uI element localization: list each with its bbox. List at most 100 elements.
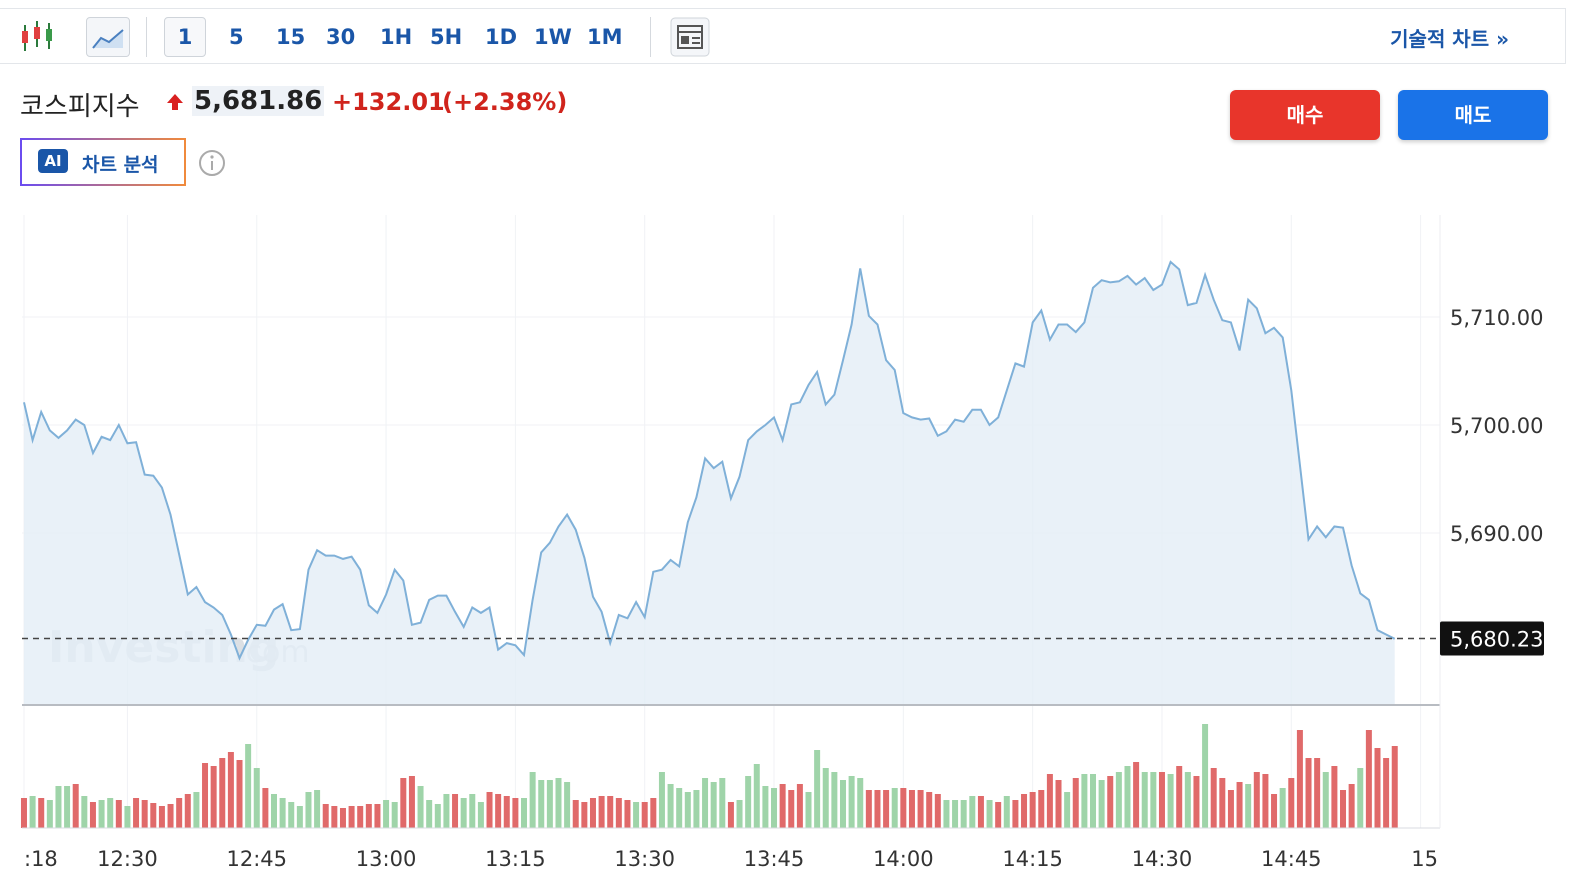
volume-bar (38, 798, 45, 828)
last-price-box (1440, 621, 1544, 656)
toolbar: 1 5 15 30 1H 5H 1D 1W 1M 기술적 차트 » (0, 8, 1566, 64)
volume-bar (417, 786, 424, 828)
volume-bar (253, 768, 260, 828)
x-tick-label: 13:00 (356, 847, 417, 871)
y-tick-label: 5,690.00 (1450, 522, 1544, 546)
volume-bar (1202, 724, 1209, 828)
interval-button[interactable]: 5H (430, 25, 463, 49)
volume-bar (1279, 788, 1286, 828)
volume-bar (1357, 768, 1364, 828)
volume-bar (288, 802, 295, 828)
volume-bar (900, 788, 907, 828)
volume-bar (874, 790, 881, 828)
volume-bar (572, 800, 579, 828)
volume-bar (1124, 766, 1131, 828)
volume-bar (1141, 772, 1148, 828)
volume-bar (1365, 730, 1372, 828)
volume-bar (1072, 778, 1079, 828)
volume-bar (1331, 766, 1338, 828)
volume-bar (322, 804, 329, 828)
volume-bar (529, 772, 536, 828)
volume-bar (150, 803, 157, 828)
volume-bar (710, 782, 717, 828)
volume-bar (1115, 772, 1122, 828)
volume-bar (20, 798, 27, 828)
price-line (23, 260, 1396, 661)
volume-bar (1081, 774, 1088, 828)
volume-bar (762, 786, 769, 828)
interval-button[interactable]: 5 (229, 25, 244, 49)
buy-button[interactable]: 매수 (1230, 90, 1380, 140)
volume-bar (960, 800, 967, 828)
volume-bar (443, 794, 450, 828)
volume-bar (1029, 792, 1036, 828)
volume-bar (503, 796, 510, 828)
volume-bar (1322, 772, 1329, 828)
volume-bar (1158, 772, 1165, 828)
volume-bar (538, 780, 545, 828)
volume-bar (270, 794, 277, 828)
ai-chart-button[interactable]: AI 차트 분석 (20, 138, 186, 186)
interval-button[interactable]: 1 (164, 17, 206, 57)
volume-bar (598, 796, 605, 828)
volume-bar (1383, 758, 1390, 828)
info-icon[interactable] (198, 149, 226, 177)
volume-bar (408, 776, 415, 828)
volume-bar (1253, 772, 1260, 828)
volume-bar (581, 802, 588, 828)
volume-bar (1193, 776, 1200, 828)
up-arrow (167, 94, 183, 110)
volume-bar (883, 790, 890, 828)
interval-button[interactable]: 1H (380, 25, 413, 49)
volume-bar (1064, 792, 1071, 828)
volume-bar (624, 800, 631, 828)
volume-bar (227, 752, 234, 828)
volume-bar (546, 780, 553, 828)
x-tick-label: 15 (1411, 847, 1438, 871)
volume-bar (943, 800, 950, 828)
candle-icon[interactable] (20, 19, 56, 55)
volume-bar (245, 744, 252, 828)
interval-button[interactable]: 1W (534, 25, 572, 49)
volume-bar (1340, 790, 1347, 828)
volume-bar (1055, 780, 1062, 828)
interval-button[interactable]: 1D (485, 25, 518, 49)
ai-badge: AI (38, 149, 68, 173)
volume-bar (745, 776, 752, 828)
volume-bar (81, 796, 88, 828)
volume-bar (1262, 774, 1269, 828)
volume-bar (814, 750, 821, 828)
volume-bar (607, 796, 614, 828)
volume-bar (495, 794, 502, 828)
volume-bar (779, 784, 786, 828)
volume-bar (305, 792, 312, 828)
volume-bar (1098, 780, 1105, 828)
interval-button[interactable]: 15 (276, 25, 306, 49)
x-tick-label: 14:45 (1261, 847, 1322, 871)
index-name: 코스피지수 (20, 92, 140, 122)
volume-bar (521, 798, 528, 828)
x-tick-label: 13:45 (744, 847, 805, 871)
volume-bar (98, 800, 105, 828)
change-percent: (+2.38%) (442, 88, 568, 116)
volume-bar (339, 808, 346, 828)
volume-bar (158, 806, 165, 828)
interval-button[interactable]: 30 (326, 25, 356, 49)
volume-bar (1133, 762, 1140, 828)
separator (650, 17, 651, 57)
volume-bar (926, 792, 933, 828)
sell-button[interactable]: 매도 (1398, 90, 1548, 140)
volume-bar (193, 792, 200, 828)
volume-bar (1288, 778, 1295, 828)
volume-bar (296, 806, 303, 828)
layout-icon[interactable] (670, 17, 710, 57)
volume-bar (357, 806, 364, 828)
volume-bar (331, 806, 338, 828)
technical-chart-link[interactable]: 기술적 차트 » (1390, 27, 1509, 51)
volume-bar (202, 763, 209, 828)
volume-bar (796, 784, 803, 828)
volume-bar (115, 800, 122, 828)
interval-button[interactable]: 1M (587, 25, 623, 49)
area-icon[interactable] (86, 17, 130, 57)
price-area (23, 261, 1395, 705)
